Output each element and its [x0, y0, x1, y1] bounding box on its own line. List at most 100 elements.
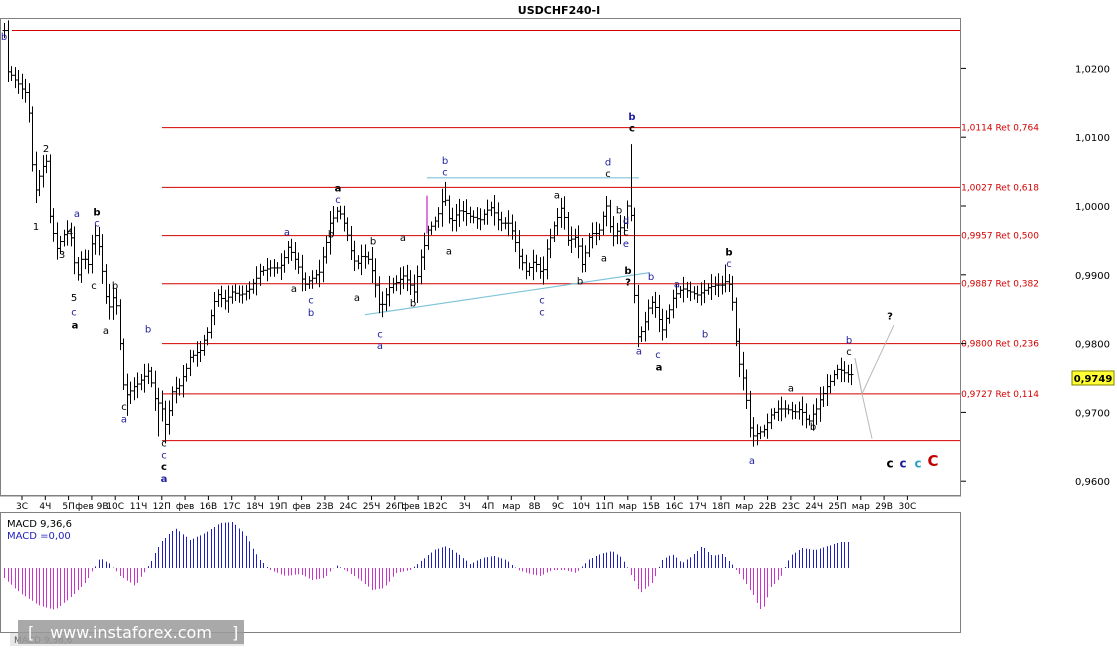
wave-label: a — [377, 341, 383, 352]
time-tick-label: 9С — [552, 502, 564, 512]
wave-label: 2 — [43, 144, 49, 155]
wave-label: d — [623, 216, 629, 227]
time-tick-label: 18П — [712, 502, 730, 512]
svg-text:[: [ — [28, 623, 34, 642]
wave-label: b — [624, 266, 631, 277]
fib-level-label: 1,0114 Ret 0,764 — [961, 124, 1039, 134]
time-tick-label: 22В — [759, 502, 777, 512]
time-tick-label: 30С — [899, 502, 917, 512]
wave-label: c — [121, 402, 127, 413]
wave-label: c — [629, 124, 635, 135]
fib-level-label: 0,9887 Ret 0,382 — [961, 280, 1039, 290]
fib-level-label: 1,0027 Ret 0,618 — [961, 183, 1039, 193]
wave-label: c — [655, 350, 661, 361]
wave-label: e — [623, 239, 629, 250]
time-tick-label: 4Ч — [39, 502, 51, 512]
wave-label: c — [91, 281, 97, 292]
time-tick-label: 19П — [269, 502, 287, 512]
fib-level-label: 0,9800 Ret 0,236 — [961, 340, 1039, 350]
time-tick-label: 25Ч — [363, 502, 381, 512]
time-tick-label: 29В — [875, 502, 893, 512]
time-tick-label: 15В — [642, 502, 660, 512]
wave-label: c — [539, 307, 545, 318]
wave-label: a — [554, 190, 560, 201]
wave-label: a — [636, 346, 642, 357]
wave-label: a — [446, 247, 452, 258]
wave-label: c — [605, 169, 611, 180]
wave-label: c — [442, 168, 448, 179]
time-tick-label: 16С — [666, 502, 684, 512]
wave-label: b — [628, 112, 635, 123]
wave-label: a — [291, 284, 297, 295]
wave-label: b — [616, 205, 622, 216]
wave-label: b — [442, 156, 448, 167]
wave-label: c — [335, 195, 341, 206]
price-bars — [2, 20, 854, 447]
wave-label: c — [161, 450, 167, 461]
wave-label: c — [539, 296, 545, 307]
wave-label: b — [577, 276, 583, 287]
time-tick-label: мар — [852, 502, 870, 512]
wave-label: a — [749, 456, 755, 467]
current-price-tag: 0,9749 — [1071, 370, 1115, 386]
time-tick-label: 23В — [316, 502, 334, 512]
time-tick-label: 11П — [595, 502, 613, 512]
time-tick-label: фев — [292, 502, 311, 512]
wave-label: c — [71, 307, 77, 318]
wave-label: a — [121, 415, 127, 426]
price-axis: 1,0200 1,0100 1,0000 0,9900 0,9800 0,9700 0,96… — [961, 64, 1110, 488]
price-tick-label: 0,9900 — [1075, 271, 1110, 282]
time-tick-label: 8В — [529, 502, 541, 512]
wave-label: 3 — [59, 250, 65, 261]
time-tick-label: 25П — [828, 502, 846, 512]
price-tick-label: 1,0100 — [1075, 133, 1110, 144]
price-tick-label: 1,0200 — [1075, 64, 1110, 75]
projection-label: c — [914, 456, 921, 470]
wave-label: a — [656, 362, 663, 373]
wave-label: b — [145, 324, 151, 335]
time-tick-label: 17С — [223, 502, 241, 512]
fib-level-label: 0,9957 Ret 0,500 — [961, 232, 1039, 242]
wave-label: ? — [625, 278, 631, 289]
wave-label: b — [846, 335, 852, 346]
chart-title: USDCHF240-I — [518, 4, 600, 17]
projection-lines — [854, 324, 895, 439]
wave-label: b — [93, 208, 100, 219]
wave-label: b — [112, 281, 118, 292]
macd-title: MACD 9,36,6 — [7, 519, 72, 530]
time-tick-label: 10Ч — [572, 502, 590, 512]
wave-label: c — [846, 347, 852, 358]
wave-label: b — [648, 272, 654, 283]
wave-label: ? — [887, 311, 893, 322]
wave-label: a — [161, 474, 168, 485]
wave-label: d — [605, 157, 611, 168]
time-tick-label: мар — [502, 502, 520, 512]
time-tick-label: 10С — [106, 502, 124, 512]
time-tick-label: фев 9В — [75, 502, 108, 512]
wave-label: a — [400, 233, 406, 244]
price-tick-label: 0,9600 — [1075, 477, 1110, 488]
time-tick-label: 12П — [153, 502, 171, 512]
wave-label: b — [810, 422, 816, 433]
wave-label: a — [788, 384, 794, 395]
trend-lines — [364, 177, 650, 316]
wave-label: c — [161, 439, 167, 450]
wave-label: c — [377, 329, 383, 340]
time-tick-label: 26П — [386, 502, 404, 512]
watermark-text: www.instaforex.com — [50, 623, 212, 642]
wave-label: a — [284, 227, 290, 238]
wave-label: b — [410, 298, 416, 309]
wave-label: 5 — [71, 293, 77, 304]
wave-label: b — [702, 329, 708, 340]
projection-down — [854, 357, 873, 439]
wave-label: b — [725, 247, 732, 258]
watermark: [ www.instaforex.com ] — [18, 620, 244, 644]
time-tick-label: 3С — [16, 502, 28, 512]
wave-label: c — [161, 462, 167, 473]
svg-text:]: ] — [232, 623, 238, 642]
fib-level-label: 0,9727 Ret 0,114 — [961, 390, 1039, 400]
wave-label: a — [74, 209, 80, 220]
wave-label: c — [623, 227, 629, 238]
